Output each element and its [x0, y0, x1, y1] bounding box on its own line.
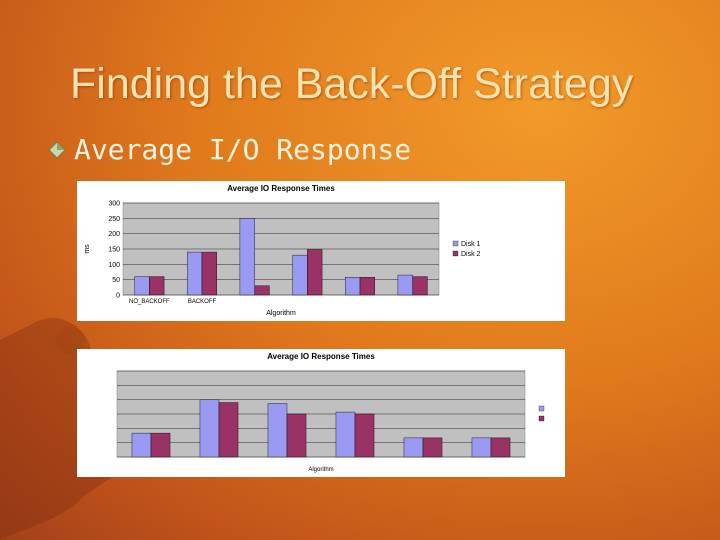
bullet-row: Average I/O Response — [48, 133, 411, 166]
x-axis-label: Algorithm — [266, 310, 296, 317]
x-axis-label: Algorithm — [308, 467, 333, 473]
diamond-bullet-icon — [48, 140, 66, 159]
chart-average-io-response-1: Average IO Response Times 0 50 100 150 200 250… — [77, 181, 565, 321]
legend-swatch-2 — [538, 415, 545, 422]
bar-series-1-cat-5 — [345, 277, 361, 296]
runner-silhouette-decoration — [0, 318, 132, 540]
bar-series-2-cat-4 — [354, 413, 375, 458]
y-tick-label: 200 — [108, 231, 120, 238]
bar-series-2-cat-2 — [201, 251, 217, 296]
y-axis-label: ms — [84, 244, 91, 254]
y-tick-label: 300 — [108, 201, 120, 208]
chart-title: Average IO Response Times — [267, 352, 375, 361]
bar-series-2-cat-5 — [422, 437, 443, 458]
bar-series-2-cat-4 — [307, 249, 323, 296]
bar-series-1-cat-1 — [131, 432, 152, 458]
x-tick-label: NO_BACKOFF — [129, 299, 170, 305]
bar-series-2-cat-3 — [286, 413, 307, 458]
legend-label-2: Disk 2 — [461, 251, 481, 258]
y-tick-label: 100 — [108, 262, 120, 269]
bar-series-1-cat-4 — [292, 254, 308, 296]
x-tick-label: BACKOFF — [188, 299, 217, 305]
bar-series-1-cat-4 — [335, 411, 356, 458]
bar-series-1-cat-6 — [471, 437, 492, 458]
bullet-text: Average I/O Response — [74, 133, 412, 166]
bar-series-1-cat-1 — [134, 276, 150, 296]
bar-series-1-cat-2 — [187, 251, 203, 296]
bar-series-2-cat-3 — [254, 285, 270, 296]
bar-series-2-cat-6 — [490, 437, 511, 458]
bar-series-2-cat-1 — [149, 276, 165, 296]
chart-title: Average IO Response Times — [227, 184, 335, 193]
bar-series-1-cat-2 — [199, 399, 220, 458]
chart-2-svg: Average IO Response Times Algorithm — [116, 352, 545, 473]
bar-series-1-cat-3 — [239, 218, 255, 296]
bar-series-1-cat-5 — [403, 437, 424, 458]
y-tick-label: 0 — [116, 293, 120, 300]
legend-swatch-1 — [452, 240, 459, 247]
bar-series-2-cat-2 — [218, 402, 239, 458]
legend-swatch-1 — [538, 405, 545, 412]
bar-series-1-cat-3 — [267, 403, 288, 458]
y-tick-label: 50 — [112, 277, 120, 284]
legend-label-1: Disk 1 — [461, 241, 481, 248]
y-tick-label: 250 — [108, 216, 120, 223]
y-tick-label: 150 — [108, 247, 120, 254]
bar-series-2-cat-5 — [359, 277, 375, 296]
bar-series-2-cat-1 — [150, 432, 171, 458]
bar-series-1-cat-6 — [397, 274, 413, 296]
slide-title: Finding the Back-Off Strategy — [70, 60, 634, 108]
chart-1-svg: Average IO Response Times 0 50 100 150 200 250… — [84, 184, 481, 317]
chart-average-io-response-2: Average IO Response Times Algorithm — [77, 349, 565, 477]
bar-series-2-cat-6 — [412, 276, 428, 296]
legend-swatch-2 — [452, 250, 459, 257]
